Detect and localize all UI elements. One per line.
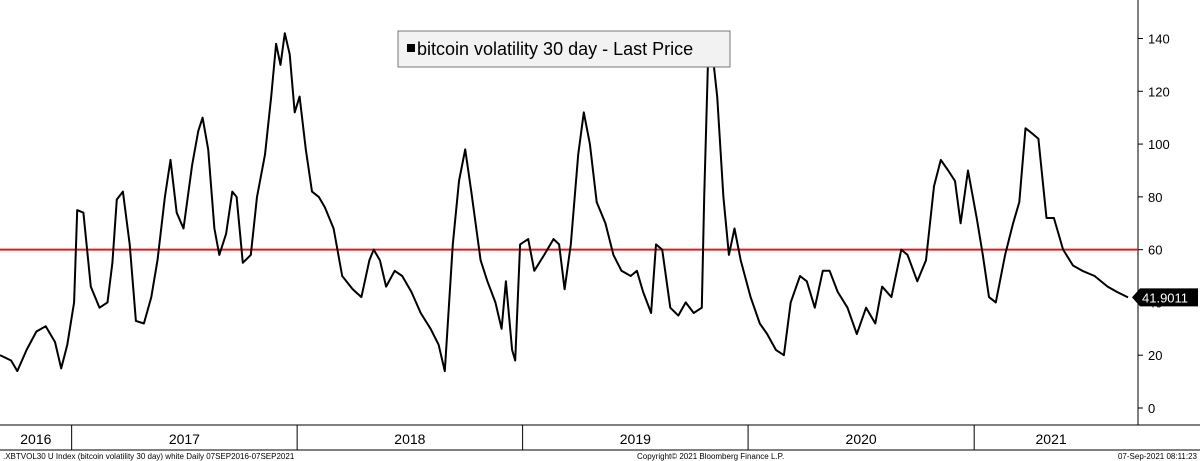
x-tick-label: 2018 (394, 431, 425, 447)
last-price-value: 41.9011 (1142, 290, 1188, 305)
y-tick-label: 60 (1148, 243, 1162, 258)
footer-center: Copyright© 2021 Bloomberg Finance L.P. (637, 452, 784, 461)
y-tick-label: 120 (1148, 84, 1170, 99)
x-axis: 2016 2017 2018 2019 2020 2021 (20, 425, 1067, 450)
x-tick-label: 2021 (1036, 431, 1067, 447)
x-tick-label: 2017 (169, 431, 200, 447)
x-tick-label: 2020 (846, 431, 877, 447)
last-price-tag: 41.9011 (1132, 288, 1198, 307)
y-tick-label: 140 (1148, 32, 1170, 47)
footer-right: 07-Sep-2021 08:11:23 (1118, 452, 1198, 461)
last-price-tag-shape (1132, 288, 1198, 307)
legend: bitcoin volatility 30 day - Last Price (397, 30, 731, 68)
y-axis: 020406080100120140 (1138, 32, 1170, 416)
legend-swatch (407, 44, 415, 52)
y-tick-label: 100 (1148, 137, 1170, 152)
x-tick-label: 2019 (620, 431, 651, 447)
legend-label: bitcoin volatility 30 day - Last Price (417, 39, 693, 59)
y-tick-label: 20 (1148, 348, 1162, 363)
series-line (0, 32, 1129, 373)
y-tick-label: 80 (1148, 190, 1162, 205)
footer-left: .XBTVOL30 U Index (bitcoin volatility 30… (3, 452, 295, 461)
y-tick-label: 0 (1148, 401, 1155, 416)
x-tick-label: 2016 (20, 431, 51, 447)
legend-box (397, 30, 731, 68)
